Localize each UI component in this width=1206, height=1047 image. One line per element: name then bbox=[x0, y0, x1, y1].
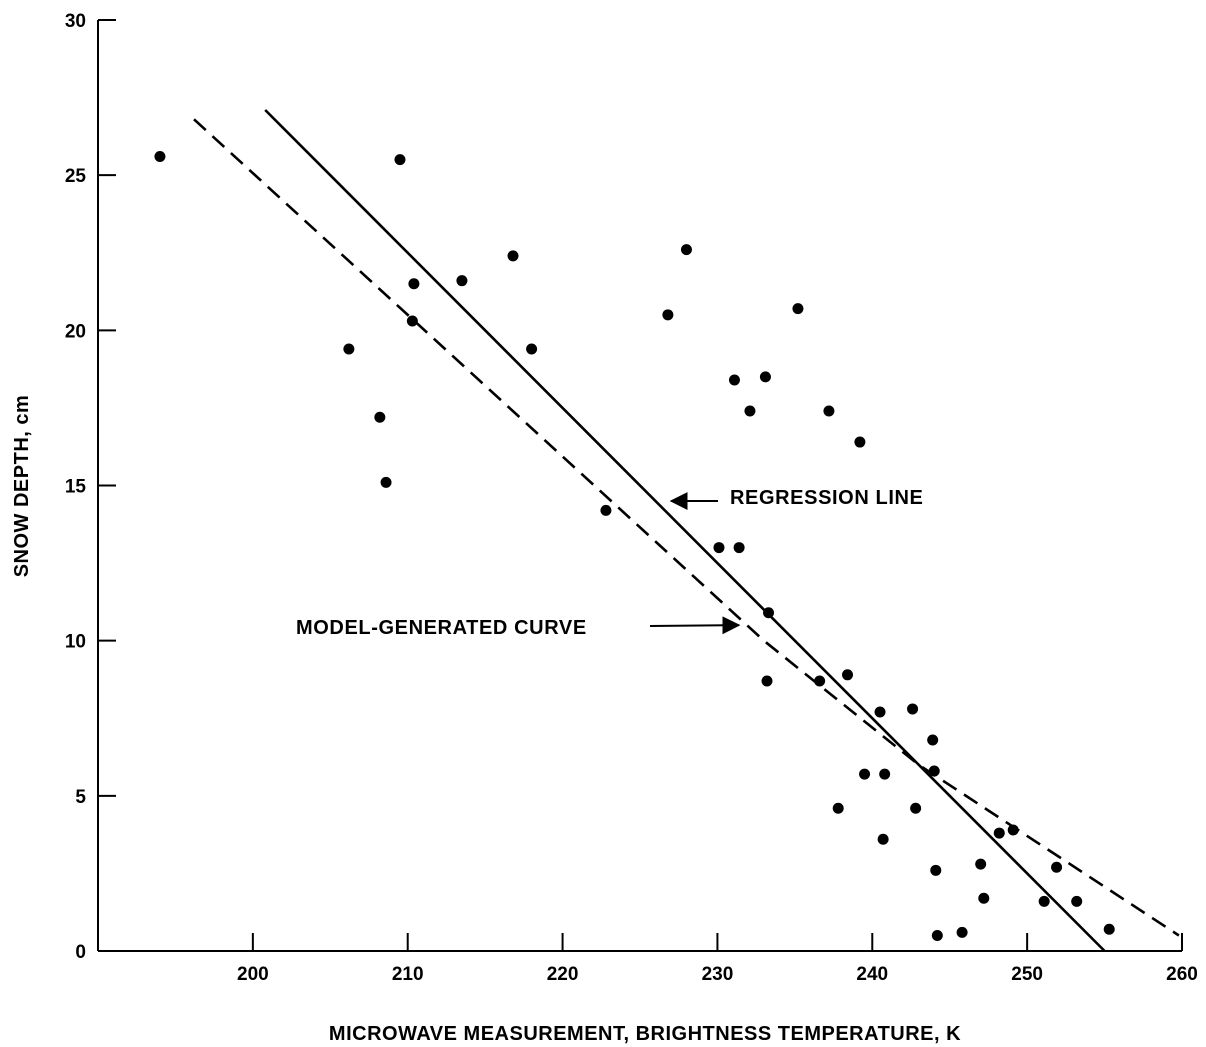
data-point bbox=[1071, 895, 1083, 907]
data-point bbox=[859, 768, 871, 780]
data-point bbox=[931, 929, 943, 941]
x-tick-label: 260 bbox=[1166, 964, 1198, 985]
regression-line-label: REGRESSION LINE bbox=[730, 487, 923, 509]
data-point bbox=[854, 436, 866, 448]
data-point bbox=[380, 476, 392, 488]
data-point bbox=[814, 675, 826, 687]
data-point bbox=[877, 833, 889, 845]
data-point bbox=[456, 275, 468, 287]
data-point bbox=[907, 703, 919, 715]
data-point bbox=[879, 768, 891, 780]
y-tick-label: 30 bbox=[65, 11, 86, 32]
axes: 0 5 10 15 20 25 30 200 210 220 230 240 250 260 bbox=[65, 11, 1198, 985]
data-point bbox=[408, 278, 420, 290]
data-point bbox=[930, 864, 942, 876]
data-point bbox=[744, 405, 756, 417]
x-tick-label: 220 bbox=[547, 964, 579, 985]
data-point bbox=[1051, 861, 1063, 873]
data-point bbox=[713, 542, 725, 554]
data-point bbox=[763, 607, 775, 619]
data-point bbox=[728, 374, 740, 386]
data-point bbox=[507, 250, 519, 262]
model-generated-curve bbox=[193, 118, 1180, 937]
data-point bbox=[759, 371, 771, 383]
data-point bbox=[1038, 895, 1050, 907]
x-axis-title: MICROWAVE MEASUREMENT, BRIGHTNESS TEMPER… bbox=[329, 1023, 961, 1045]
data-point bbox=[662, 309, 674, 321]
data-point bbox=[792, 303, 804, 315]
x-tick-label: 210 bbox=[392, 964, 424, 985]
data-point bbox=[910, 802, 922, 814]
data-point bbox=[928, 765, 940, 777]
y-tick-label: 25 bbox=[65, 166, 87, 187]
fit-lines bbox=[193, 109, 1180, 952]
data-point bbox=[1103, 923, 1115, 935]
y-tick-label: 0 bbox=[75, 942, 86, 963]
data-point bbox=[842, 669, 854, 681]
x-tick-label: 250 bbox=[1011, 964, 1043, 985]
data-point bbox=[956, 926, 968, 938]
data-points bbox=[154, 151, 1115, 941]
data-point bbox=[406, 315, 418, 327]
model-curve-arrow bbox=[649, 616, 741, 635]
x-tick-label: 200 bbox=[237, 964, 269, 985]
data-point bbox=[680, 244, 692, 256]
x-tick-label: 240 bbox=[856, 964, 888, 985]
data-point bbox=[993, 827, 1005, 839]
y-tick-label: 5 bbox=[75, 787, 86, 808]
data-point bbox=[526, 343, 538, 355]
data-point bbox=[154, 151, 166, 163]
data-point bbox=[927, 734, 939, 746]
data-point bbox=[832, 802, 844, 814]
model-curve-label: MODEL-GENERATED CURVE bbox=[296, 617, 587, 639]
regression-line bbox=[264, 109, 1106, 952]
y-tick-label: 10 bbox=[65, 632, 86, 653]
y-axis-title: SNOW DEPTH, cm bbox=[11, 395, 33, 578]
data-point bbox=[733, 542, 745, 554]
data-point bbox=[823, 405, 835, 417]
annotations: REGRESSION LINE MODEL-GENERATED CURVE bbox=[296, 487, 923, 639]
data-point bbox=[343, 343, 355, 355]
data-point bbox=[874, 706, 886, 718]
x-tick-label: 230 bbox=[702, 964, 734, 985]
data-point bbox=[600, 504, 612, 516]
data-point bbox=[761, 675, 773, 687]
data-point bbox=[394, 154, 406, 166]
data-point bbox=[1007, 824, 1019, 836]
data-point bbox=[978, 892, 990, 904]
data-point bbox=[374, 411, 386, 423]
data-point bbox=[975, 858, 987, 870]
y-tick-label: 15 bbox=[65, 477, 87, 498]
y-tick-label: 20 bbox=[65, 321, 86, 342]
